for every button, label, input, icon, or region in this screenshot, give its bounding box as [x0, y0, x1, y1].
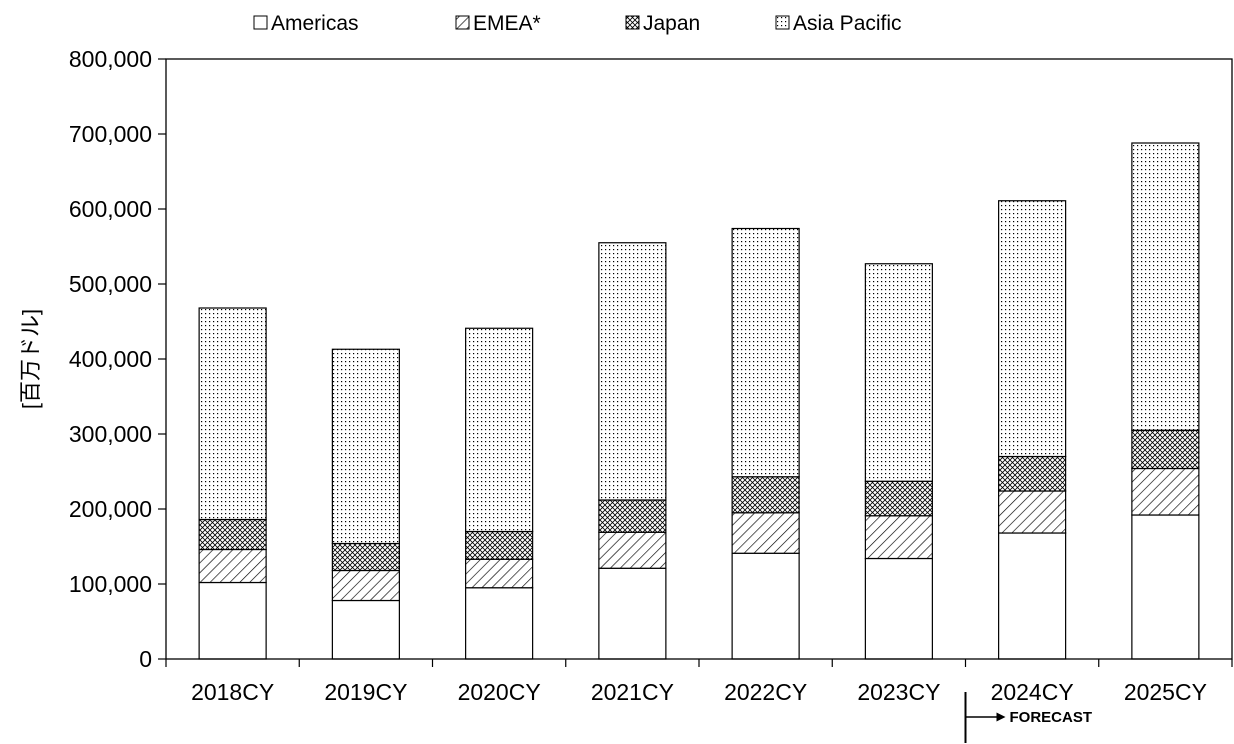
x-tick-label: 2024CY — [991, 679, 1074, 705]
bar-segment-americas-2018cy — [198, 581, 267, 660]
bars — [198, 142, 1200, 660]
bar-segment-japan-2022cy — [731, 476, 800, 514]
y-tick-label: 700,000 — [69, 121, 152, 147]
bar-segment-asia-pacific-2019cy — [331, 348, 400, 545]
bar-segment-asia-pacific-2022cy — [731, 227, 800, 478]
bar-segment-japan-2023cy — [864, 480, 933, 517]
bar-segment-asia-pacific-2025cy — [1131, 142, 1200, 431]
y-tick-label: 600,000 — [69, 196, 152, 222]
bar-segment-emea-2022cy — [731, 512, 800, 554]
x-tick-label: 2023CY — [857, 679, 940, 705]
bar-segment-emea-2018cy — [198, 548, 267, 584]
bar-segment-americas-2019cy — [331, 599, 400, 660]
x-tick-label: 2025CY — [1124, 679, 1207, 705]
legend-swatch — [253, 15, 268, 30]
legend-swatch — [625, 15, 640, 30]
y-tick-label: 800,000 — [69, 46, 152, 72]
y-tick-label: 400,000 — [69, 346, 152, 372]
bar-segment-japan-2019cy — [331, 542, 400, 572]
y-tick-label: 300,000 — [69, 421, 152, 447]
legend-label: Americas — [271, 12, 359, 35]
y-tick-label: 100,000 — [69, 571, 152, 597]
forecast-annotation: FORECAST — [964, 692, 1093, 743]
bar-segment-japan-2025cy — [1131, 429, 1200, 470]
bar-segment-emea-2019cy — [331, 569, 400, 602]
bar-segment-americas-2025cy — [1131, 514, 1200, 660]
bar-segment-emea-2024cy — [998, 490, 1067, 534]
bar-segment-emea-2025cy — [1131, 467, 1200, 516]
plot-frame — [165, 58, 1233, 660]
legend-label: Asia Pacific — [793, 12, 902, 35]
legend-swatch — [775, 15, 790, 30]
bar-segment-japan-2021cy — [598, 499, 667, 533]
bar-segment-japan-2020cy — [465, 530, 534, 560]
bar-segment-americas-2022cy — [731, 552, 800, 660]
bar-segment-asia-pacific-2024cy — [998, 200, 1067, 458]
bar-segment-americas-2021cy — [598, 567, 667, 660]
bar-segment-americas-2024cy — [998, 532, 1067, 660]
y-tick-label: 200,000 — [69, 496, 152, 522]
bar-segment-emea-2020cy — [465, 558, 534, 589]
y-tick-label: 500,000 — [69, 271, 152, 297]
bar-segment-emea-2021cy — [598, 531, 667, 569]
y-axis-label: [百万ドル] — [18, 309, 43, 409]
bar-segment-asia-pacific-2021cy — [598, 242, 667, 501]
legend: Americas EMEA* Japan Asia Pacific — [253, 12, 902, 35]
y-axis: 0 100,000 200,000 300,000 400,000 500,000 600,… — [18, 46, 166, 672]
forecast-arrow-icon — [996, 712, 1006, 722]
bar-segment-emea-2023cy — [864, 515, 933, 560]
bar-segment-asia-pacific-2023cy — [864, 263, 933, 482]
x-axis: 2018CY 2019CY 2020CY 2021CY 2022CY 2023CY 2024… — [165, 659, 1233, 705]
bar-segment-asia-pacific-2018cy — [198, 307, 267, 521]
bar-segment-americas-2020cy — [465, 587, 534, 660]
legend-label: EMEA* — [473, 12, 541, 35]
bar-segment-japan-2024cy — [998, 455, 1067, 492]
plot-area-border — [165, 58, 1233, 660]
bar-segment-americas-2023cy — [864, 557, 933, 660]
x-tick-label: 2019CY — [324, 679, 407, 705]
legend-label: Japan — [643, 12, 700, 35]
bar-segment-asia-pacific-2020cy — [465, 327, 534, 533]
y-tick-label: 0 — [139, 646, 152, 672]
legend-swatch — [455, 15, 470, 30]
x-tick-label: 2022CY — [724, 679, 807, 705]
forecast-label: FORECAST — [1010, 709, 1093, 726]
bar-segment-japan-2018cy — [198, 518, 267, 551]
x-tick-label: 2020CY — [458, 679, 541, 705]
x-tick-label: 2018CY — [191, 679, 274, 705]
x-tick-label: 2021CY — [591, 679, 674, 705]
